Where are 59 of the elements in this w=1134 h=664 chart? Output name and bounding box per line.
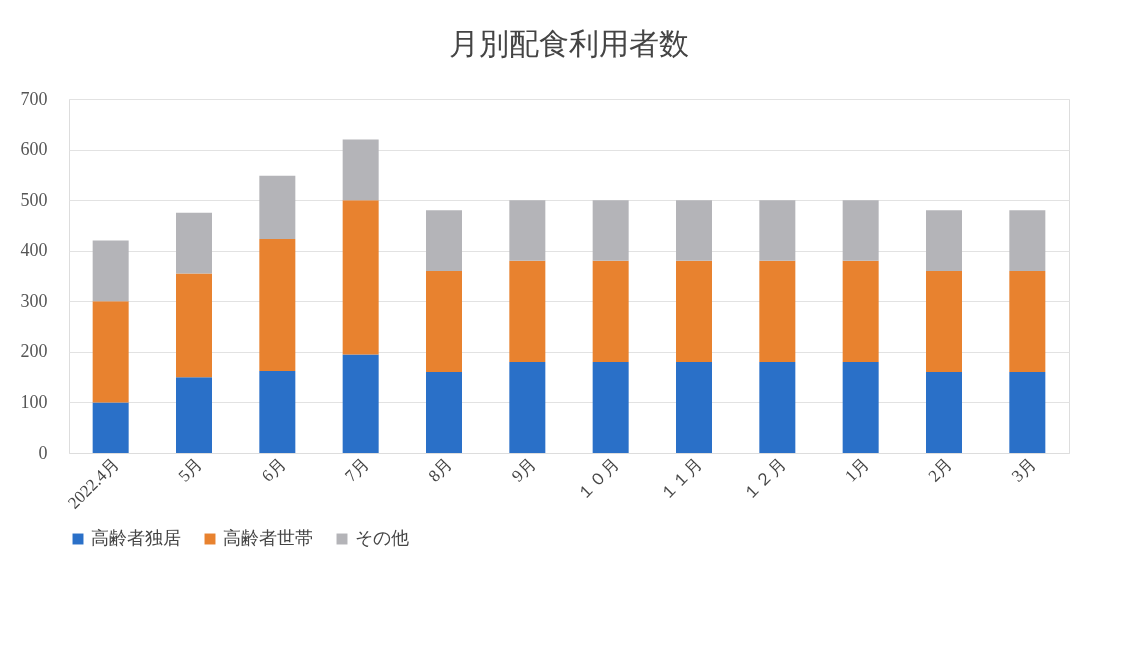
bar	[509, 361, 546, 453]
bar	[342, 139, 379, 201]
bar	[342, 200, 379, 355]
bar	[259, 175, 296, 240]
bar	[92, 402, 129, 453]
bar	[1009, 270, 1046, 373]
x-tick-label: 3月	[1007, 454, 1040, 486]
bar	[176, 273, 212, 378]
y-tick-label: 100	[20, 391, 48, 412]
bar	[176, 212, 212, 274]
bar	[342, 354, 379, 453]
bar	[1009, 210, 1046, 271]
bar	[426, 210, 462, 271]
bar	[759, 260, 796, 362]
bar	[509, 200, 546, 261]
chart-title: 月別配食利用者数	[449, 27, 689, 60]
bar	[759, 200, 796, 261]
y-tick-label: 0	[38, 442, 48, 463]
bar	[926, 372, 962, 453]
x-tick-label: 5月	[174, 454, 207, 486]
bar	[842, 361, 879, 453]
legend-label: 高齢者独居	[91, 528, 181, 548]
legend-label: 高齢者世帯	[223, 528, 313, 548]
bar	[592, 260, 629, 362]
bar	[926, 270, 962, 373]
bar	[176, 377, 212, 453]
x-tick-label: 9月	[507, 454, 540, 486]
bar	[426, 372, 462, 453]
bar	[676, 200, 712, 261]
y-tick-label: 600	[20, 139, 48, 160]
bar	[926, 210, 962, 271]
bar	[676, 260, 712, 362]
bar	[1009, 372, 1046, 453]
x-tick-label: １１月	[656, 454, 707, 504]
bar	[92, 240, 129, 302]
y-tick-label: 200	[20, 341, 48, 362]
y-tick-label: 700	[20, 88, 48, 109]
x-tick-label: １０月	[573, 454, 623, 504]
legend-label: その他	[355, 528, 409, 548]
x-tick-label: 8月	[424, 454, 457, 486]
bar	[676, 361, 712, 453]
y-tick-label: 400	[20, 240, 48, 261]
bar	[259, 239, 296, 372]
y-tick-label: 300	[20, 290, 48, 311]
y-tick-label: 500	[20, 189, 48, 210]
bar	[259, 371, 296, 453]
bar	[426, 270, 462, 373]
bar	[592, 200, 629, 261]
bar	[759, 361, 796, 453]
x-tick-label: 2月	[924, 454, 957, 486]
x-tick-label: 7月	[341, 454, 373, 486]
x-tick-label: 1月	[841, 454, 873, 486]
bar	[92, 301, 129, 403]
bar	[509, 260, 546, 362]
x-tick-label: １２月	[739, 454, 790, 504]
bar	[842, 260, 879, 362]
bar	[592, 361, 629, 453]
bar	[842, 200, 879, 261]
x-tick-label: 6月	[257, 454, 290, 486]
